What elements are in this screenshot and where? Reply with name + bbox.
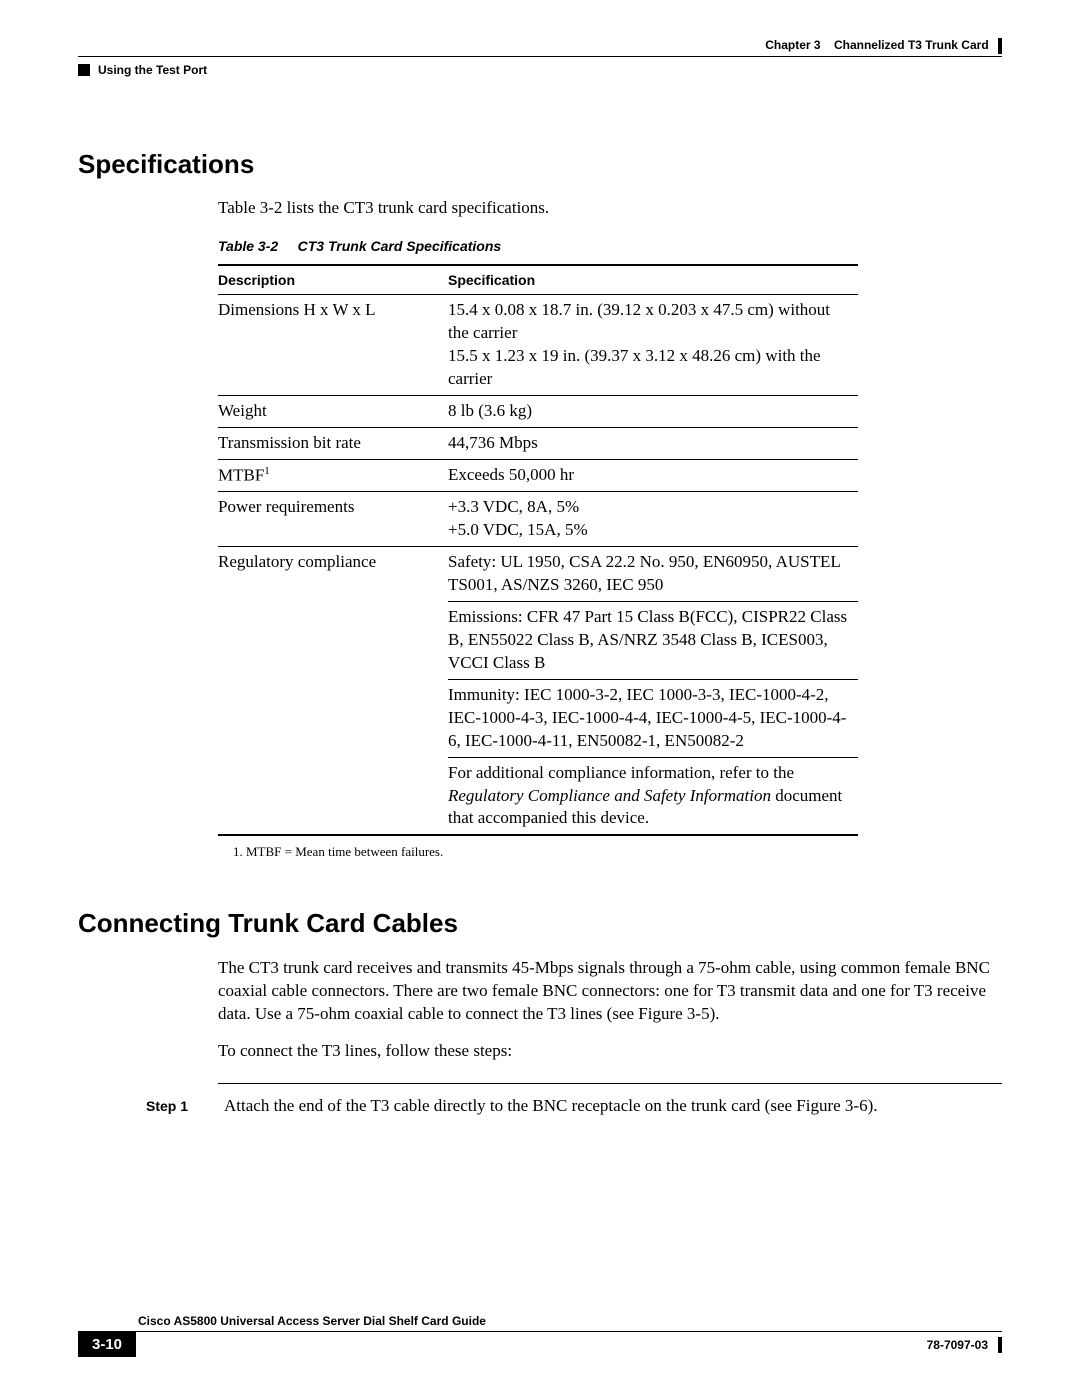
specifications-table: Description Specification Dimensions H x…	[218, 264, 858, 836]
table-footnote: 1. MTBF = Mean time between failures.	[233, 844, 1002, 860]
square-bullet-icon	[78, 64, 90, 76]
cell-spec: 8 lb (3.6 kg)	[448, 395, 858, 427]
cell-spec: 15.4 x 0.08 x 18.7 in. (39.12 x 0.203 x …	[448, 295, 858, 396]
cell-spec: Exceeds 50,000 hr	[448, 459, 858, 492]
table-row: Transmission bit rate 44,736 Mbps	[218, 427, 858, 459]
doc-number: 78-7097-03	[927, 1338, 988, 1352]
step-text: Attach the end of the T3 cable directly …	[224, 1096, 877, 1116]
table-row: MTBF1 Exceeds 50,000 hr	[218, 459, 858, 492]
footer-end-bar-icon	[998, 1337, 1002, 1353]
cell-spec: Safety: UL 1950, CSA 22.2 No. 950, EN609…	[448, 547, 858, 602]
step-separator	[218, 1083, 1002, 1084]
chapter-label: Chapter 3	[765, 38, 820, 52]
header-rule	[78, 56, 1002, 57]
cell-desc: Regulatory compliance	[218, 547, 448, 836]
table-row: Regulatory compliance Safety: UL 1950, C…	[218, 547, 858, 602]
table-title: CT3 Trunk Card Specifications	[298, 238, 502, 254]
chapter-title: Channelized T3 Trunk Card	[834, 38, 989, 52]
table-caption: Table 3-2 CT3 Trunk Card Specifications	[218, 238, 1002, 254]
breadcrumb-text: Using the Test Port	[98, 63, 207, 77]
cell-desc: MTBF1	[218, 459, 448, 492]
cell-desc: Weight	[218, 395, 448, 427]
breadcrumb: Using the Test Port	[78, 63, 1002, 77]
cell-spec: For additional compliance information, r…	[448, 757, 858, 835]
cell-desc: Transmission bit rate	[218, 427, 448, 459]
body-paragraph: To connect the T3 lines, follow these st…	[218, 1040, 1002, 1063]
cell-spec: 44,736 Mbps	[448, 427, 858, 459]
cell-spec: Immunity: IEC 1000-3-2, IEC 1000-3-3, IE…	[448, 679, 858, 757]
section-title-connecting: Connecting Trunk Card Cables	[78, 908, 1002, 939]
col-header-specification: Specification	[448, 265, 858, 295]
page-header: Chapter 3 Channelized T3 Trunk Card	[78, 38, 1002, 54]
header-end-bar-icon	[998, 38, 1002, 54]
page-footer: Cisco AS5800 Universal Access Server Dia…	[78, 1314, 1002, 1357]
step-label: Step 1	[146, 1096, 188, 1116]
table-row: Power requirements +3.3 VDC, 8A, 5% +5.0…	[218, 492, 858, 547]
section-title-specifications: Specifications	[78, 149, 1002, 180]
intro-paragraph: Table 3-2 lists the CT3 trunk card speci…	[218, 198, 1002, 218]
body-paragraph: The CT3 trunk card receives and transmit…	[218, 957, 1002, 1026]
table-number: Table 3-2	[218, 238, 278, 254]
cell-desc: Power requirements	[218, 492, 448, 547]
footnote-ref: 1	[264, 465, 270, 477]
page-number-badge: 3-10	[78, 1332, 136, 1357]
table-row: Dimensions H x W x L 15.4 x 0.08 x 18.7 …	[218, 295, 858, 396]
cell-spec: +3.3 VDC, 8A, 5% +5.0 VDC, 15A, 5%	[448, 492, 858, 547]
table-row: Weight 8 lb (3.6 kg)	[218, 395, 858, 427]
footer-book-title: Cisco AS5800 Universal Access Server Dia…	[138, 1314, 486, 1328]
referenced-doc-title: Regulatory Compliance and Safety Informa…	[448, 786, 771, 805]
col-header-description: Description	[218, 265, 448, 295]
cell-spec: Emissions: CFR 47 Part 15 Class B(FCC), …	[448, 601, 858, 679]
step-row: Step 1 Attach the end of the T3 cable di…	[146, 1096, 1002, 1116]
cell-desc: Dimensions H x W x L	[218, 295, 448, 396]
